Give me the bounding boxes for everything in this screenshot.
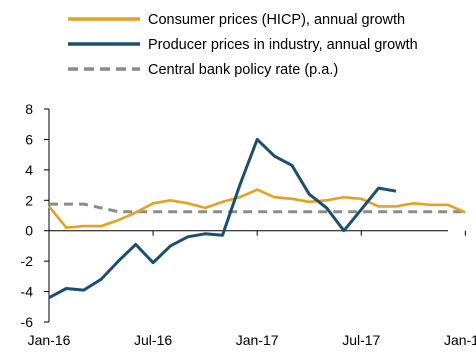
y-tick-label: 0	[25, 223, 33, 239]
x-axis: Jan-16 Jul-16 Jan-17 Jul-17 Jan-18	[28, 230, 476, 348]
legend: Consumer prices (HICP), annual growth Pro…	[68, 12, 418, 78]
series-line-3	[49, 202, 466, 214]
series-layer	[47, 137, 466, 300]
y-tick-label: -2	[21, 253, 34, 269]
y-tick-label: 8	[25, 101, 33, 117]
y-tick-label: 6	[25, 131, 33, 147]
legend-label-2: Producer prices in industry, annual grow…	[148, 37, 418, 53]
series-line-2	[48, 137, 397, 300]
y-tick-label: -4	[21, 284, 34, 300]
legend-label-3: Central bank policy rate (p.a.)	[148, 62, 338, 78]
x-tick-label: Jan-17	[236, 332, 279, 348]
y-tick-label: 2	[25, 192, 33, 208]
x-tick-label: Jul-16	[134, 332, 172, 348]
y-axis: -6 -4 -2 0 2 4 6 8	[21, 101, 50, 330]
legend-label-1: Consumer prices (HICP), annual growth	[148, 12, 405, 28]
y-tick-label: -6	[21, 314, 34, 330]
series-line-1	[47, 188, 466, 229]
x-tick-label: Jul-17	[342, 332, 380, 348]
x-tick-label: Jan-16	[28, 332, 71, 348]
y-tick-label: 4	[25, 162, 33, 178]
x-tick-label: Jan-18	[444, 332, 476, 348]
